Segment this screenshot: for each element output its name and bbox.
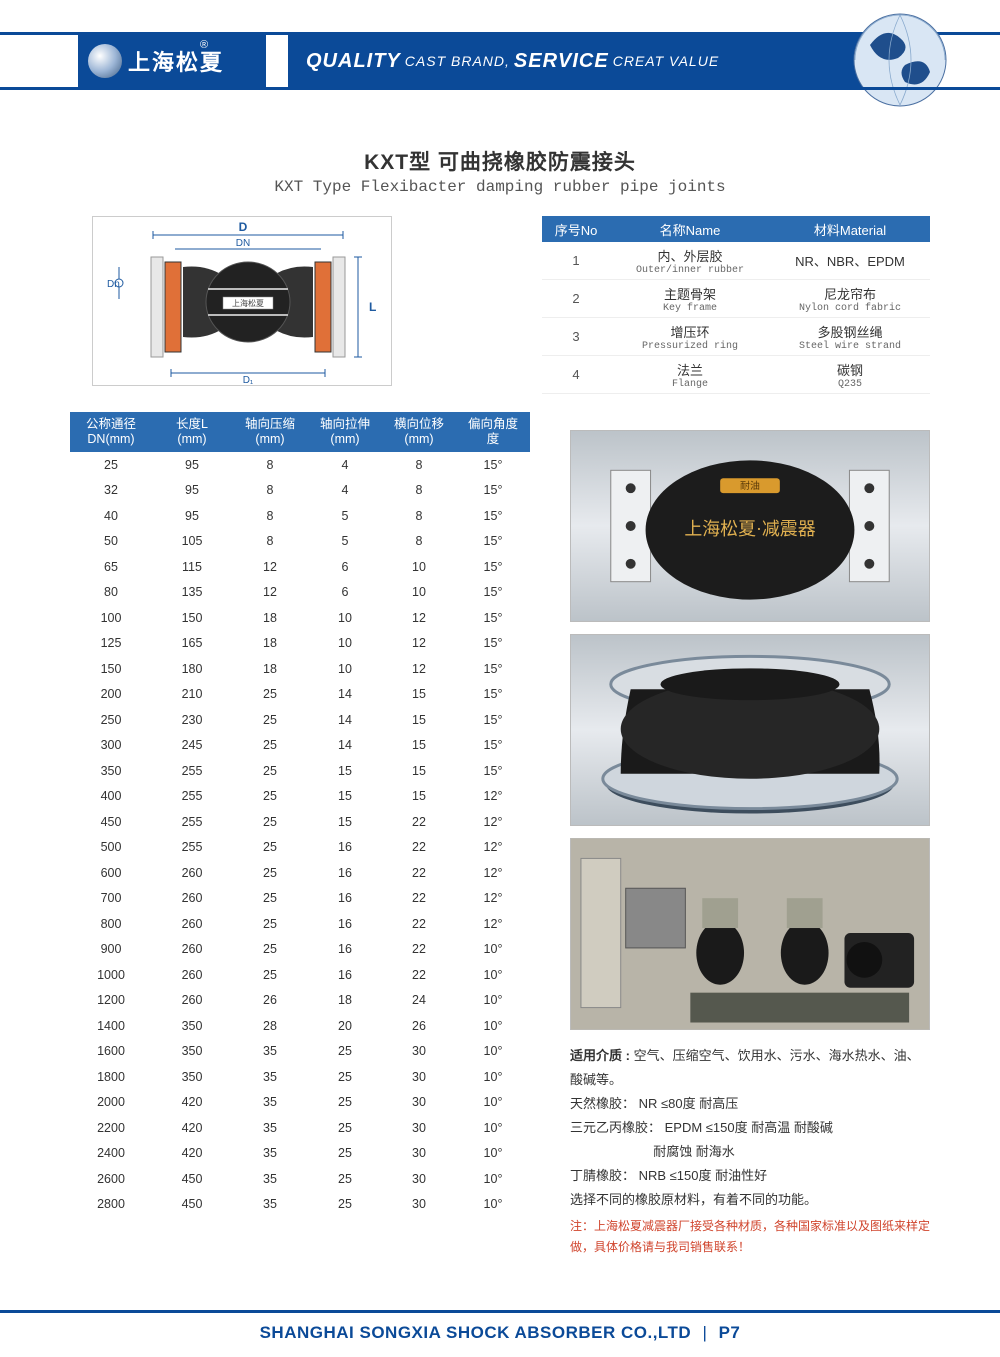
spec-row: 70026025162212° — [70, 886, 530, 912]
svg-text:DN: DN — [236, 238, 250, 249]
note-l2: 三元乙丙橡胶： EPDM ≤150度 耐高温 耐酸碱 — [570, 1116, 930, 1140]
material-row: 3增压环Pressurized ring多股钢丝绳Steel wire stra… — [542, 318, 930, 356]
note-l2b: 耐腐蚀 耐海水 — [653, 1140, 930, 1164]
material-table-head: 序号No 名称Name 材料Material — [542, 216, 930, 242]
spec-row: 12516518101215° — [70, 631, 530, 657]
spec-row: 240042035253010° — [70, 1141, 530, 1167]
spec-row: 15018018101215° — [70, 656, 530, 682]
spec-row: 40025525151512° — [70, 784, 530, 810]
note-footer: 注：上海松夏减震器厂接受各种材质，各种国家标准以及图纸来样定做，具体价格请与我司… — [570, 1216, 930, 1257]
product-photo-3 — [570, 838, 930, 1030]
spec-row: 120026026182410° — [70, 988, 530, 1014]
svg-text:上海松夏·减震器: 上海松夏·减震器 — [684, 519, 815, 539]
spec-row: 329584815° — [70, 478, 530, 504]
notes: 适用介质 : 空气、压缩空气、饮用水、污水、海水热水、油、酸碱等。 天然橡胶： … — [570, 1044, 930, 1257]
note-l3: 丁腈橡胶： NRB ≤150度 耐油性好 — [570, 1164, 930, 1188]
material-row: 2主题骨架Key frame尼龙帘布Nylon cord fabric — [542, 280, 930, 318]
svg-text:Dn: Dn — [107, 279, 120, 290]
spec-row: 259584815° — [70, 452, 530, 478]
spec-row: 35025525151515° — [70, 758, 530, 784]
spec-row: 20021025141515° — [70, 682, 530, 708]
footer-company: SHANGHAI SONGXIA SHOCK ABSORBER CO.,LTD — [260, 1323, 692, 1342]
material-table: 序号No 名称Name 材料Material 1内、外层胶Outer/inner… — [542, 216, 930, 394]
spec-row: 100026025162210° — [70, 962, 530, 988]
page-title-cn: KXT型 可曲挠橡胶防震接头 — [0, 146, 1000, 176]
spec-row: 651151261015° — [70, 554, 530, 580]
spec-row: 220042035253010° — [70, 1115, 530, 1141]
svg-text:D: D — [239, 220, 248, 234]
spec-row: 200042035253010° — [70, 1090, 530, 1116]
note-l4: 选择不同的橡胶原材料，有着不同的功能。 — [570, 1188, 930, 1212]
spec-row: 801351261015° — [70, 580, 530, 606]
page-title-en: KXT Type Flexibacter damping rubber pipe… — [0, 178, 1000, 196]
spec-row: 409585815° — [70, 503, 530, 529]
footer: SHANGHAI SONGXIA SHOCK ABSORBER CO.,LTD … — [0, 1323, 1000, 1343]
product-photo-1: 耐油 上海松夏·减震器 — [570, 430, 930, 622]
spec-row: 30024525141515° — [70, 733, 530, 759]
registered-mark: ® — [200, 39, 208, 51]
note-media: 适用介质 : 空气、压缩空气、饮用水、污水、海水热水、油、酸碱等。 — [570, 1044, 930, 1092]
spec-row: 140035028202610° — [70, 1013, 530, 1039]
logo-box: ® 上海松夏 — [78, 35, 266, 87]
col-name: 名称Name — [610, 216, 770, 242]
spec-row: 60026025162212° — [70, 860, 530, 886]
spec-row: 45025525152212° — [70, 809, 530, 835]
header: ® 上海松夏 QUALITY CAST BRAND, SERVICE CREAT… — [0, 32, 1000, 90]
svg-text:上海松夏: 上海松夏 — [232, 298, 264, 308]
svg-text:耐油: 耐油 — [740, 479, 760, 492]
spec-row: 280045035253010° — [70, 1192, 530, 1218]
spec-row: 180035035253010° — [70, 1064, 530, 1090]
material-row: 1内、外层胶Outer/inner rubberNR、NBR、EPDM — [542, 242, 930, 280]
footer-page: P7 — [719, 1323, 741, 1342]
brand-name: 上海松夏 — [128, 45, 224, 77]
spec-row: 80026025162212° — [70, 911, 530, 937]
spec-row: 5010585815° — [70, 529, 530, 555]
spec-table: 公称通径DN(mm) 长度L(mm) 轴向压缩(mm) 轴向拉伸(mm) 横向位… — [70, 412, 530, 1217]
note-l1: 天然橡胶： NR ≤80度 耐高压 — [570, 1092, 930, 1116]
spec-row: 10015018101215° — [70, 605, 530, 631]
footer-sep: | — [702, 1323, 707, 1342]
spec-row: 90026025162210° — [70, 937, 530, 963]
col-no: 序号No — [542, 216, 610, 242]
globe-icon — [850, 10, 950, 110]
footer-divider — [0, 1310, 1000, 1313]
col-material: 材料Material — [770, 216, 930, 242]
product-photo-2 — [570, 634, 930, 826]
technical-diagram: D DN 上海松夏 Dn L D₁ — [92, 216, 392, 386]
svg-text:L: L — [369, 300, 376, 314]
spec-row: 160035035253010° — [70, 1039, 530, 1065]
spec-row: 50025525162212° — [70, 835, 530, 861]
spec-row: 260045035253010° — [70, 1166, 530, 1192]
slogan: QUALITY CAST BRAND, SERVICE CREAT VALUE — [288, 35, 912, 87]
spec-row: 25023025141515° — [70, 707, 530, 733]
svg-text:D₁: D₁ — [243, 375, 254, 386]
logo-icon — [88, 44, 122, 78]
spec-table-head: 公称通径DN(mm) 长度L(mm) 轴向压缩(mm) 轴向拉伸(mm) 横向位… — [70, 412, 530, 452]
material-row: 4法兰Flange碳钢Q235 — [542, 356, 930, 394]
